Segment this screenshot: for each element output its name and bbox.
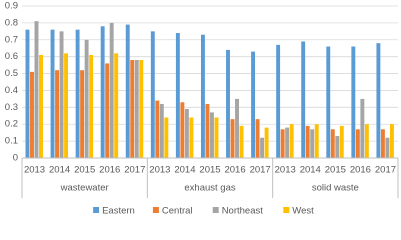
bar <box>285 127 290 158</box>
bar <box>100 26 105 159</box>
bar <box>30 71 34 158</box>
bar <box>75 29 80 159</box>
y-tick-label: 0.2 <box>5 119 18 130</box>
bar <box>376 43 381 158</box>
bar <box>125 24 130 159</box>
bar <box>276 44 281 158</box>
y-tick-label: 0 <box>13 153 18 164</box>
bar <box>380 129 385 158</box>
legend-label: Central <box>162 206 193 217</box>
bar <box>210 112 214 158</box>
x-tick-label: 2015 <box>199 165 220 176</box>
bar <box>59 31 64 158</box>
bar <box>235 98 239 158</box>
group-label: exhaust gas <box>184 183 235 194</box>
legend-swatch <box>93 207 100 213</box>
x-tick-label: 2014 <box>174 165 195 176</box>
bar <box>164 117 169 158</box>
x-tick-label: 2014 <box>49 165 70 176</box>
x-tick-label: 2016 <box>99 165 120 176</box>
bar <box>50 29 55 159</box>
bar <box>150 31 155 158</box>
bar <box>255 119 260 158</box>
legend-label: Northeast <box>222 206 264 217</box>
bar <box>360 98 365 158</box>
x-tick-label: 2013 <box>149 165 170 176</box>
bar <box>305 125 310 158</box>
y-tick-label: 0.3 <box>5 102 18 113</box>
bar <box>330 129 335 158</box>
legend-swatch <box>152 207 159 213</box>
bar <box>335 136 340 158</box>
x-tick-label: 2016 <box>224 165 245 176</box>
bar <box>280 129 285 158</box>
bar <box>264 127 269 158</box>
bar <box>260 137 265 158</box>
bar <box>180 102 185 158</box>
x-tick-label: 2013 <box>24 165 45 176</box>
y-tick-label: 0.8 <box>5 17 18 28</box>
bar <box>109 22 114 159</box>
bar <box>84 39 89 158</box>
bar <box>34 21 39 159</box>
y-tick-label: 0.4 <box>5 85 18 96</box>
bar <box>205 103 210 158</box>
x-tick-label: 2016 <box>350 165 371 176</box>
bar <box>339 125 344 158</box>
x-tick-label: 2017 <box>124 165 145 176</box>
bar <box>89 54 94 158</box>
bar <box>355 129 360 158</box>
x-tick-label: 2014 <box>300 165 321 176</box>
bar <box>214 117 219 158</box>
bar <box>130 60 135 158</box>
legend-label: Eastern <box>102 206 135 217</box>
bar <box>389 124 394 158</box>
bar <box>175 33 180 159</box>
bar <box>139 60 144 158</box>
bar <box>80 70 85 158</box>
bar <box>310 129 315 158</box>
bar <box>226 49 230 158</box>
group-label: wastewater <box>60 183 109 194</box>
bar <box>64 53 69 158</box>
bar <box>301 41 306 158</box>
bar <box>159 103 164 158</box>
bar <box>105 63 110 158</box>
bar <box>25 29 30 159</box>
legend-label: West <box>292 206 314 217</box>
bar <box>364 124 369 158</box>
y-tick-label: 0.6 <box>5 51 18 62</box>
legend-swatch <box>283 207 290 213</box>
group-label: solid waste <box>312 183 359 194</box>
bar <box>239 125 244 158</box>
y-tick-label: 0.1 <box>5 136 18 147</box>
x-tick-label: 2015 <box>325 165 346 176</box>
bar <box>351 46 356 158</box>
bar <box>385 137 390 158</box>
chart: 0 0.1 0.2 0.3 0.4 0.5 0.6 0.7 0.8 0.9 2013 2014 2015… <box>5 1 399 217</box>
bar <box>251 51 256 158</box>
bar <box>200 34 205 158</box>
bar <box>155 100 160 158</box>
bar <box>289 124 294 158</box>
x-tick-label: 2015 <box>74 165 95 176</box>
bar <box>184 109 189 158</box>
bar <box>230 119 235 158</box>
y-tick-label: 0.9 <box>5 1 18 12</box>
x-tick-label: 2017 <box>250 165 271 176</box>
bar <box>189 117 194 158</box>
y-tick-label: 0.5 <box>5 68 18 79</box>
legend-swatch <box>212 207 219 213</box>
bar <box>39 54 43 158</box>
bar <box>114 53 119 158</box>
bar <box>55 70 59 158</box>
bar <box>314 124 319 158</box>
x-tick-label: 2017 <box>375 165 396 176</box>
x-tick-label: 2013 <box>275 165 296 176</box>
y-tick-label: 0.7 <box>5 34 18 45</box>
bar <box>326 46 331 158</box>
bar <box>134 60 139 158</box>
